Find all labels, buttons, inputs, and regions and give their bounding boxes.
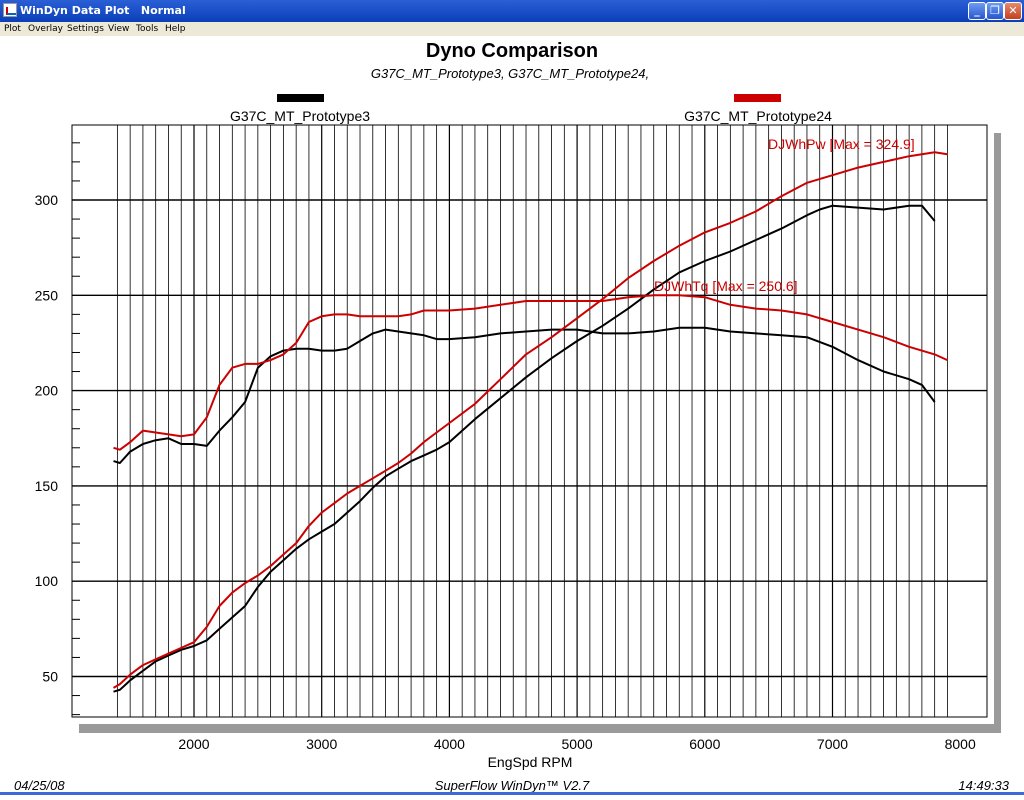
plot-shadow-right [994, 133, 1001, 733]
chart-subtitle: G37C_MT_Prototype3, G37C_MT_Prototype24, [371, 66, 649, 81]
window-bottom-border [0, 792, 1024, 795]
y-tick-label-50: 50 [42, 669, 58, 685]
y-tick-label-300: 300 [35, 192, 59, 208]
x-axis-label: EngSpd RPM [488, 754, 573, 770]
plot-frame [71, 124, 988, 718]
grid [72, 125, 987, 717]
y-tick-label-100: 100 [35, 573, 59, 589]
y-tick-label-250: 250 [35, 287, 59, 303]
annotation-max-power: DJWhPw [Max = 324.9] [768, 136, 915, 152]
menu-settings[interactable]: Settings [67, 24, 104, 34]
dyno-chart: Dyno Comparison G37C_MT_Prototype3, G37C… [14, 40, 1010, 793]
window-title: WinDyn Data Plot Normal [20, 4, 186, 17]
x-tick-label-5000: 5000 [562, 736, 593, 752]
footer-time: 14:49:33 [958, 778, 1009, 793]
x-tick-label-6000: 6000 [689, 736, 720, 752]
legend-label-prototype24: G37C_MT_Prototype24 [684, 108, 832, 124]
series-line-g37c-mt-prototype24-djwhpw [112, 151, 948, 689]
y-tick-labels: 50 100 150 200 250 300 [35, 192, 59, 685]
x-tick-label-4000: 4000 [434, 736, 465, 752]
x-tick-label-8000: 8000 [945, 736, 976, 752]
window-titlebar: WinDyn Data Plot Normal _ ❐ ✕ [0, 0, 1024, 22]
menu-tools[interactable]: Tools [136, 24, 159, 34]
annotation-max-torque: DJWhTq [Max = 250.6] [654, 278, 798, 294]
x-tick-label-2000: 2000 [178, 736, 209, 752]
series-line-g37c-mt-prototype3-djwhpw [113, 204, 936, 693]
y-minor-ticks [72, 142, 80, 716]
x-tick-label-7000: 7000 [817, 736, 848, 752]
footer-date: 04/25/08 [14, 778, 65, 793]
legend-swatch-prototype24 [734, 94, 781, 102]
menu-overlay[interactable]: Overlay [28, 24, 63, 34]
menu-view[interactable]: View [108, 24, 130, 34]
series-line-g37c-mt-prototype3-djwhtq [113, 326, 936, 464]
x-tick-label-3000: 3000 [306, 736, 337, 752]
plot-shadow-bottom [79, 724, 1001, 733]
app-icon [3, 3, 17, 17]
maximize-button[interactable]: ❐ [986, 2, 1004, 20]
y-tick-label-200: 200 [35, 383, 59, 399]
menu-bar: Plot Overlay Settings View Tools Help [0, 22, 1024, 36]
plot-area: Dyno Comparison G37C_MT_Prototype3, G37C… [0, 36, 1024, 795]
legend-label-prototype3: G37C_MT_Prototype3 [230, 108, 370, 124]
menu-plot[interactable]: Plot [4, 24, 21, 34]
footer-software: SuperFlow WinDyn™ V2.7 [435, 778, 590, 793]
legend-swatch-prototype3 [277, 94, 324, 102]
y-tick-label-150: 150 [35, 478, 59, 494]
series-lines [112, 151, 948, 693]
chart-title: Dyno Comparison [426, 40, 598, 62]
close-button[interactable]: ✕ [1004, 2, 1022, 20]
series-line-g37c-mt-prototype24-djwhtq [113, 294, 948, 451]
x-tick-labels: 2000 3000 4000 5000 6000 7000 8000 [178, 736, 976, 752]
menu-help[interactable]: Help [165, 24, 186, 34]
minimize-button[interactable]: _ [968, 2, 986, 20]
